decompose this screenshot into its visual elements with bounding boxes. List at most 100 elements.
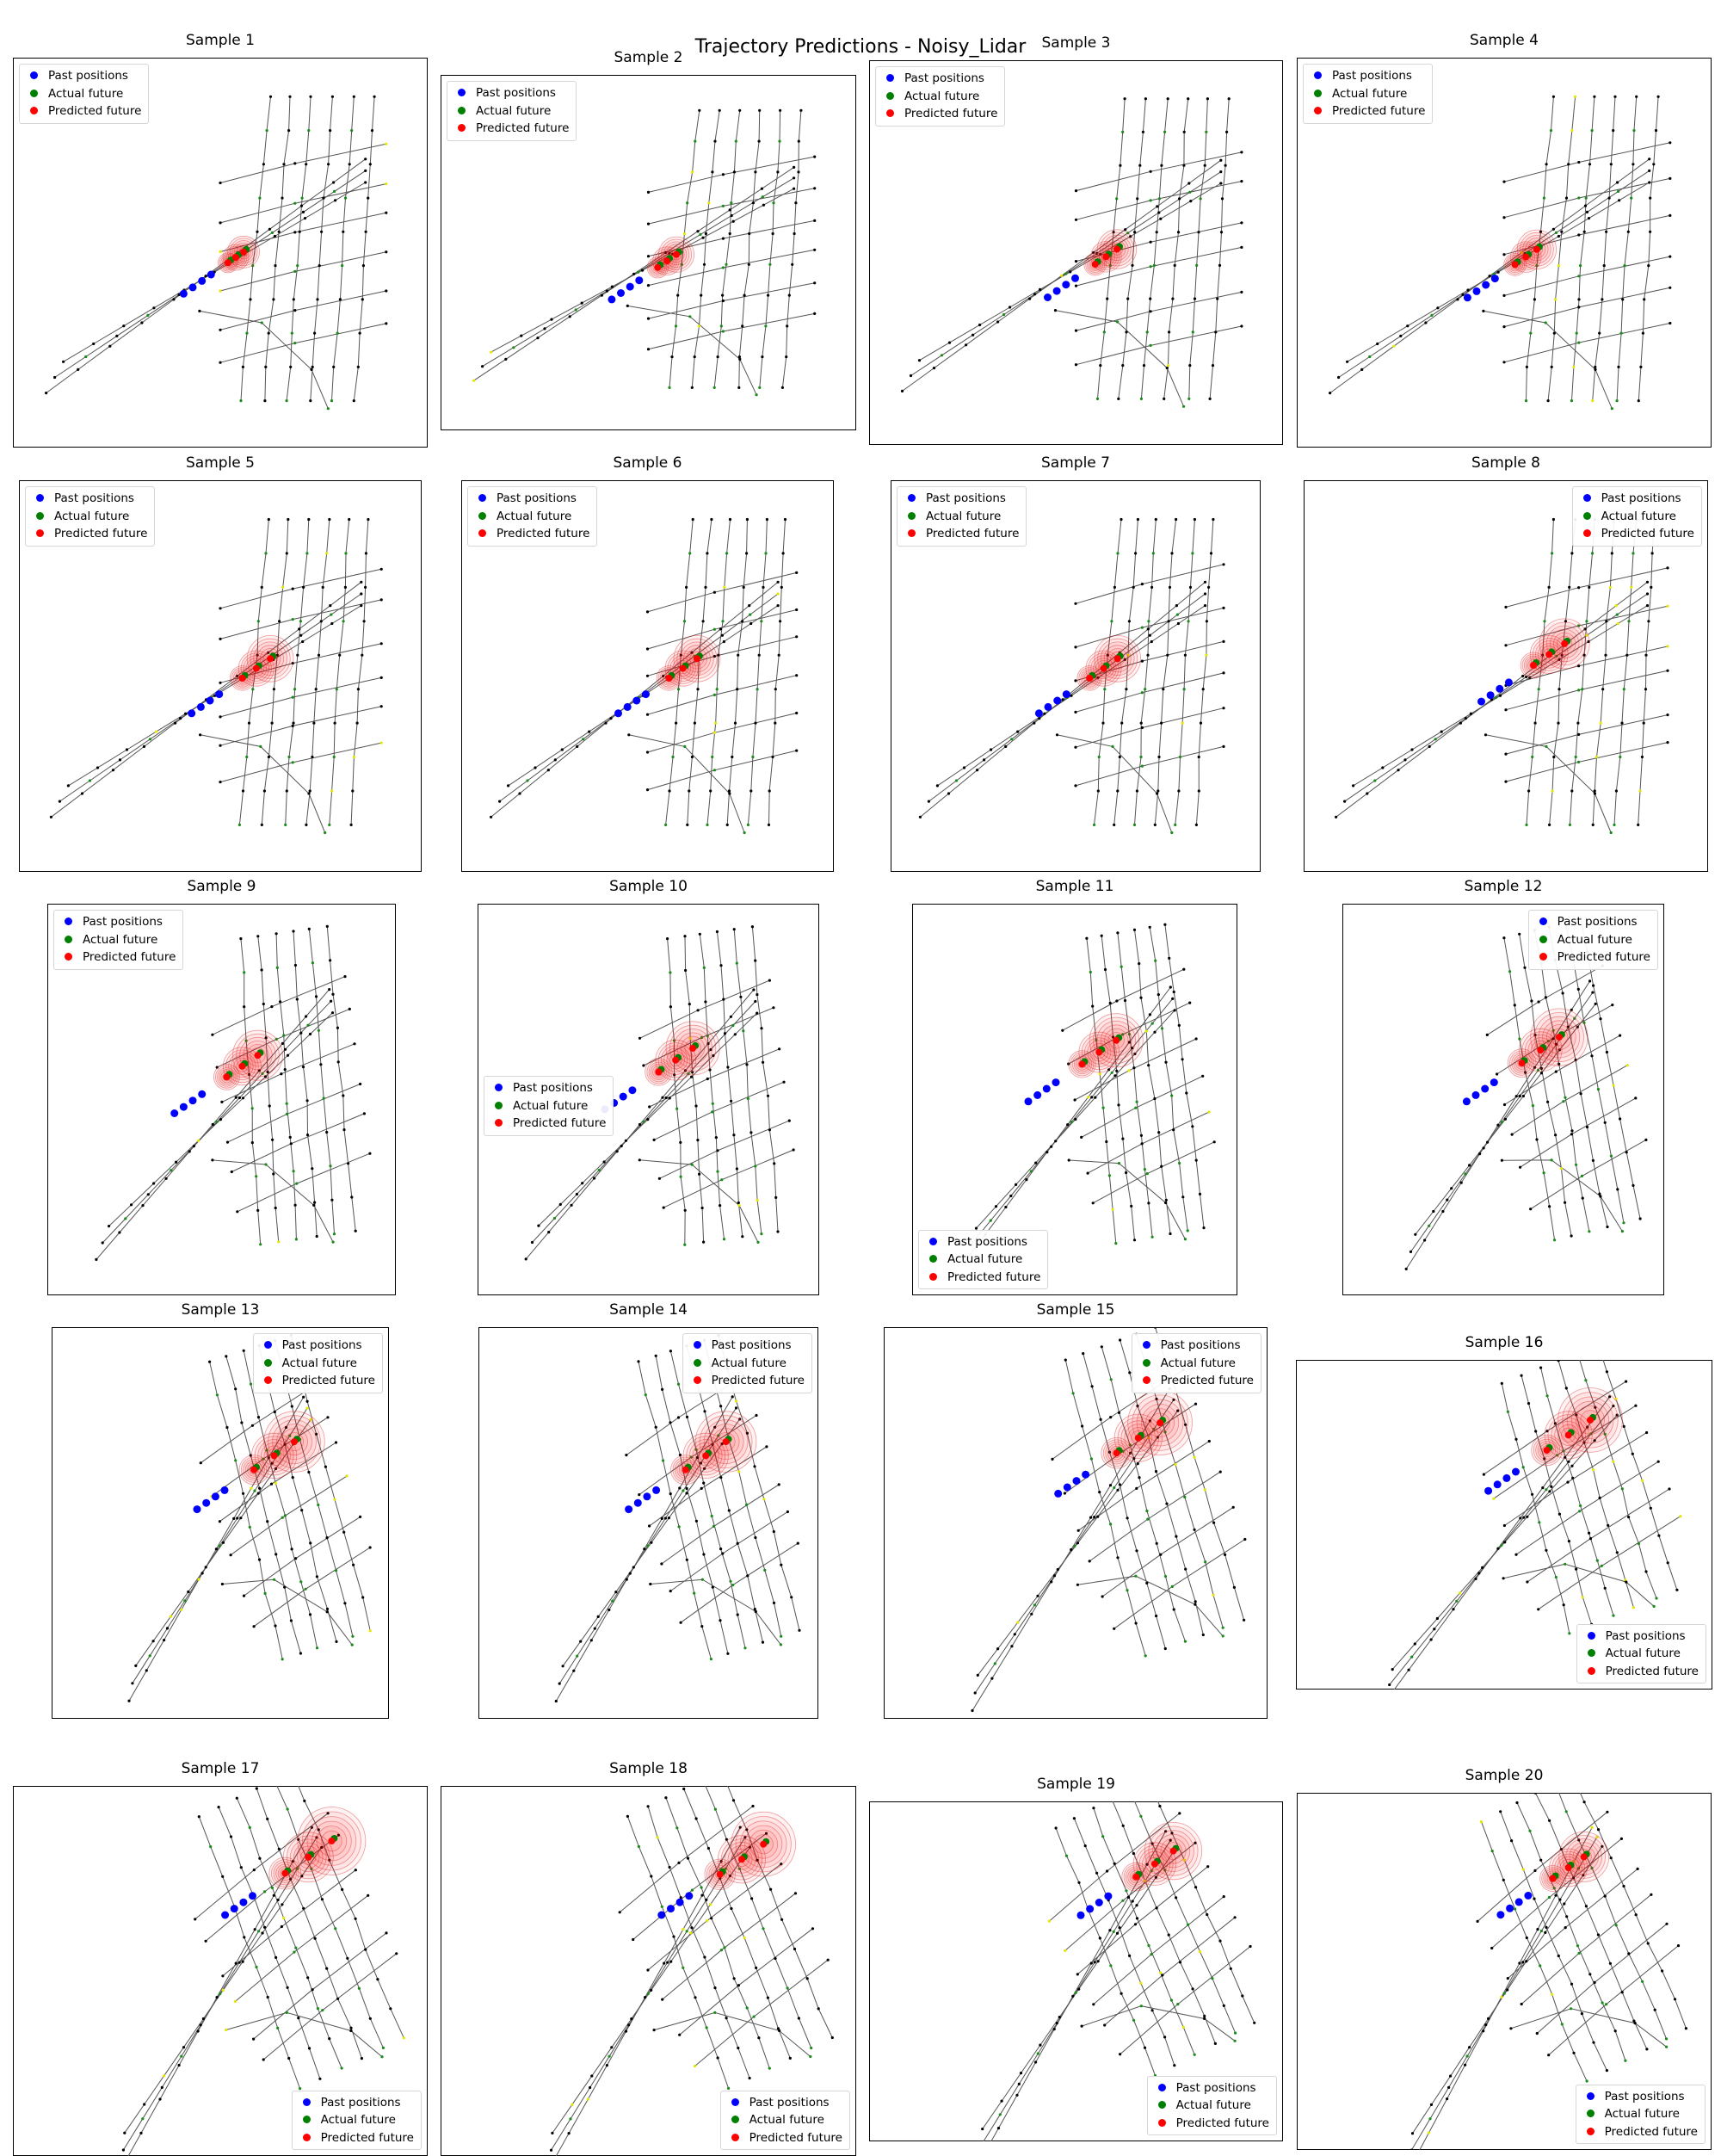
lane-node — [1194, 1158, 1198, 1162]
lane-node — [367, 1893, 370, 1897]
lane-node — [1127, 620, 1131, 623]
lane-node — [754, 721, 757, 725]
lane-node — [733, 1033, 737, 1036]
lane-node — [737, 1201, 740, 1205]
lane-node — [1134, 1574, 1138, 1578]
legend-marker — [693, 1341, 701, 1349]
lane-node — [1183, 653, 1187, 657]
lane-node — [1545, 1394, 1549, 1398]
lane-node — [236, 1210, 239, 1214]
lane-node — [1203, 592, 1207, 596]
lane-node — [1496, 1123, 1500, 1127]
lane-node — [940, 354, 944, 357]
lane-node — [1545, 1488, 1548, 1492]
lane-node — [1101, 1835, 1105, 1838]
lane-node — [331, 992, 335, 996]
predicted-future-legend-item: Predicted future — [1582, 1663, 1699, 1681]
lane-graph — [1329, 96, 1670, 409]
lane-node — [299, 204, 304, 207]
lane-graph — [964, 924, 1215, 1263]
lane-node — [321, 585, 324, 589]
lane-node — [1198, 1192, 1202, 1195]
lane-node — [1568, 823, 1571, 826]
lane-segment — [1154, 519, 1177, 825]
lane-node — [706, 1077, 709, 1081]
lane-node — [721, 204, 725, 207]
lane-node — [1076, 1541, 1080, 1545]
lane-node — [270, 1886, 274, 1890]
lane-node — [900, 389, 904, 392]
lane-node — [1644, 1138, 1648, 1141]
lane-node — [589, 1639, 593, 1642]
lane-node — [817, 2007, 820, 2011]
legend-label: Predicted future — [513, 1116, 607, 1131]
lane-node — [737, 2046, 740, 2050]
lane-node — [301, 210, 305, 213]
lane-node — [1193, 517, 1196, 522]
lane-node — [657, 1177, 661, 1180]
past-position-point — [1072, 1477, 1081, 1486]
figure-title: Trajectory Predictions - Noisy_Lidar — [694, 36, 1027, 58]
lane-node — [293, 309, 297, 312]
legend-marker — [731, 2116, 739, 2123]
lane-node — [1132, 585, 1135, 589]
actual-future-legend-item: Actual future — [688, 1355, 805, 1373]
lane-node — [683, 935, 687, 938]
lane-node — [349, 2029, 353, 2033]
lane-node — [1064, 1854, 1068, 1857]
lane-node — [974, 1226, 978, 1230]
lane-node — [334, 1441, 338, 1444]
lane-node — [1427, 2131, 1431, 2134]
lane-node — [1054, 1826, 1058, 1830]
subplot-title: Sample 8 — [1471, 454, 1540, 472]
lane-node — [250, 1424, 254, 1427]
lane-node — [1606, 1225, 1609, 1229]
lane-node — [1585, 620, 1588, 623]
lane-node — [1081, 1424, 1084, 1428]
subplot-16: Sample 16 Past positions Actual future Pred… — [1296, 1334, 1712, 1690]
lane-node — [1166, 653, 1169, 657]
lane-node — [1528, 1829, 1532, 1832]
lane-node — [1178, 197, 1181, 201]
lane-node — [1669, 213, 1672, 217]
lane-node — [1502, 180, 1506, 183]
lane-node — [315, 1646, 319, 1650]
lane-node — [379, 598, 383, 602]
lane-node — [1253, 2021, 1256, 2024]
subplot-12: Sample 12 Past positions Actual future Pred… — [1342, 878, 1664, 1295]
lane-node — [165, 1627, 170, 1630]
lane-node — [704, 585, 707, 589]
lane-node — [646, 1805, 650, 1808]
lane-node — [1131, 263, 1134, 267]
lane-node — [245, 331, 249, 335]
legend-marker — [478, 529, 486, 537]
lane-node — [325, 1130, 329, 1134]
past-position-point — [1062, 690, 1070, 699]
lane-node — [249, 1382, 253, 1386]
lane-node — [1211, 364, 1215, 368]
past-position-point — [685, 1892, 694, 1900]
past-position-point — [1053, 696, 1062, 705]
lane-node — [1612, 1614, 1615, 1617]
lane-node — [731, 1584, 735, 1587]
lane-node — [644, 1393, 647, 1397]
predicted-future-point — [1134, 1434, 1142, 1442]
lane-node — [1482, 1146, 1485, 1150]
lane-node — [1490, 1946, 1494, 1950]
lane-node — [1163, 130, 1167, 133]
lane-node — [1428, 1224, 1431, 1227]
lane-node — [289, 1619, 293, 1622]
lane-node — [512, 346, 515, 349]
actual-future-legend-item: Actual future — [903, 508, 1019, 526]
lane-node — [77, 368, 80, 371]
lane-node — [1547, 1895, 1551, 1900]
lane-node — [776, 170, 780, 174]
lane-node — [1625, 1064, 1629, 1067]
lane-node — [1605, 230, 1608, 233]
lane-node — [1577, 1838, 1581, 1842]
actual-future-legend-item: Actual future — [881, 88, 997, 106]
lane-node — [685, 1415, 689, 1418]
lane-node — [1513, 1004, 1516, 1007]
lane-node — [793, 165, 796, 169]
lane-node — [1115, 1931, 1120, 1935]
